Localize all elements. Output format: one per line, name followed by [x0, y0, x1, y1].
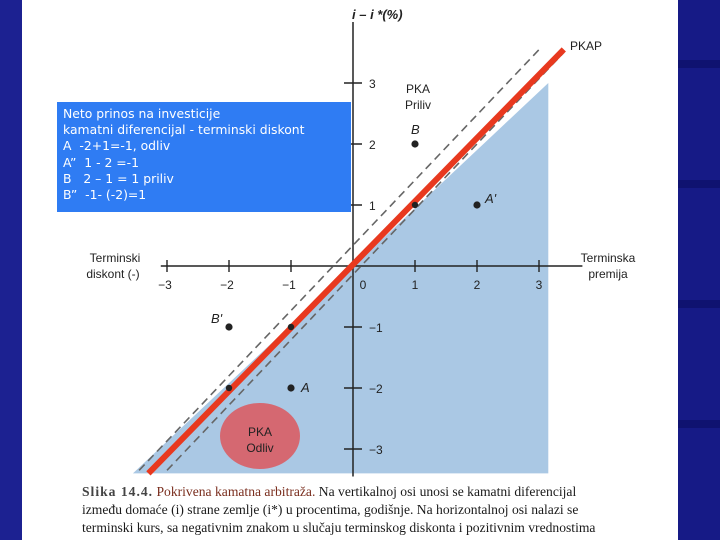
y-tick-label: 2 [369, 138, 376, 152]
point-Aprime [473, 201, 481, 209]
pka-odliv-label-2: Odliv [246, 441, 273, 455]
right-border-band [678, 0, 720, 540]
pka-priliv-label-1: PKA [406, 82, 430, 96]
x-right-label-2: premija [588, 267, 628, 281]
info-line: B 2 – 1 = 1 priliv [63, 170, 174, 186]
x-tick-label: −3 [158, 278, 172, 292]
x-tick-label: 3 [536, 278, 543, 292]
point-label: A [300, 380, 310, 395]
pkap-label: PKAP [570, 39, 602, 53]
y-tick-label: −1 [369, 321, 383, 335]
pka-odliv-label-1: PKA [248, 425, 272, 439]
point-on-line [411, 201, 419, 209]
border-stripe [678, 300, 720, 308]
y-tick-label: 1 [369, 199, 376, 213]
point-Bprime [225, 323, 233, 331]
y-tick-label: 3 [369, 77, 376, 91]
slide-page: −3 −2 −1 0 1 2 3 3 2 1 −1 −2 −3 B A' B' A i – i *(%) PK… [22, 0, 678, 540]
caption-figure-title: Pokrivena kamatna arbitraža. [156, 484, 316, 499]
point-label: B [411, 122, 420, 137]
info-line: A” 1 - 2 =-1 [63, 154, 140, 170]
x-tick-label: −1 [282, 278, 296, 292]
figure-caption: Slika 14.4. Pokrivena kamatna arbitraža.… [82, 483, 678, 537]
interest-arbitrage-diagram: −3 −2 −1 0 1 2 3 3 2 1 −1 −2 −3 B A' B' A i – i *(%) PK… [86, 7, 636, 477]
point-A [287, 384, 295, 392]
pkap-dashed-lower-line [166, 51, 565, 471]
pkap-dashed-upper-line [138, 45, 543, 471]
pkap-red-line [146, 47, 566, 476]
caption-line-2: između domaće (i) strane zemlje (i*) u p… [82, 502, 579, 517]
point-B [411, 140, 419, 148]
point-label: B' [211, 311, 223, 326]
x-left-label-2: diskont (-) [86, 267, 139, 281]
info-line: Neto prinos na investicije [63, 106, 221, 121]
points-layer: B A' B' A [211, 122, 497, 395]
info-line: A -2+1=-1, odliv [63, 138, 171, 154]
point-on-line [225, 384, 233, 392]
x-left-label-1: Terminski [90, 251, 141, 265]
y-tick-label: −2 [369, 382, 383, 396]
point-on-line [287, 323, 295, 331]
border-stripe [678, 180, 720, 188]
x-tick-label: 1 [412, 278, 419, 292]
x-tick-label: 2 [474, 278, 481, 292]
x-right-label-1: Terminska [581, 251, 636, 265]
point-label: A' [484, 191, 497, 206]
info-line: B” -1- (-2)=1 [63, 187, 147, 203]
x-tick-label: 0 [360, 278, 367, 292]
y-tick-label: −3 [369, 443, 383, 457]
pka-odliv-ellipse [220, 403, 300, 469]
x-tick-label: −2 [220, 278, 234, 292]
caption-figure-label: Slika 14.4. [82, 484, 154, 499]
caption-line-1: Na vertikalnoj osi unosi se kamatni dife… [315, 484, 577, 499]
info-line: kamatni diferencijal - terminski diskont [63, 122, 305, 138]
caption-line-3: terminski kurs, sa negativnim znakom u s… [82, 520, 596, 535]
border-stripe [678, 60, 720, 68]
pka-priliv-label-2: Priliv [405, 98, 431, 112]
y-axis-label: i – i *(%) [352, 7, 403, 22]
left-border-band [0, 0, 22, 540]
border-stripe [678, 420, 720, 428]
net-return-info-box: Neto prinos na investicije kamatni difer… [57, 102, 351, 212]
